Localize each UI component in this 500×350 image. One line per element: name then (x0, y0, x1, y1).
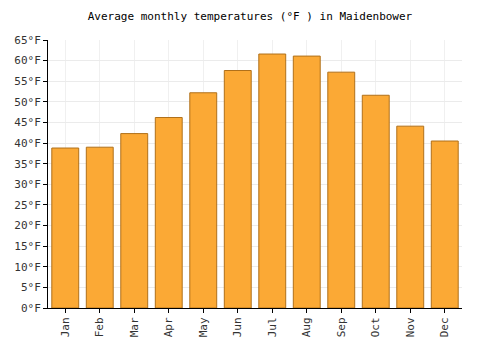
svg-text:45°F: 45°F (14, 116, 41, 129)
svg-text:Oct: Oct (369, 317, 382, 337)
svg-text:10°F: 10°F (14, 261, 41, 274)
svg-text:65°F: 65°F (14, 34, 41, 47)
svg-text:Apr: Apr (162, 317, 175, 337)
svg-text:30°F: 30°F (14, 178, 41, 191)
svg-text:20°F: 20°F (14, 219, 41, 232)
svg-text:Feb: Feb (93, 317, 106, 337)
svg-text:0°F: 0°F (21, 302, 41, 315)
svg-text:5°F: 5°F (21, 281, 41, 294)
svg-text:Jan: Jan (59, 317, 72, 337)
svg-text:Nov: Nov (404, 317, 417, 337)
svg-text:35°F: 35°F (14, 158, 41, 171)
svg-text:Dec: Dec (438, 317, 451, 337)
svg-text:May: May (197, 317, 210, 337)
svg-text:50°F: 50°F (14, 96, 41, 109)
svg-text:Jun: Jun (231, 317, 244, 337)
svg-text:Jul: Jul (266, 317, 279, 337)
svg-text:Mar: Mar (128, 317, 141, 337)
svg-text:Aug: Aug (300, 317, 313, 337)
svg-text:60°F: 60°F (14, 54, 41, 67)
svg-text:Average monthly temperatures (: Average monthly temperatures (°F ) in Ma… (88, 10, 413, 23)
svg-text:40°F: 40°F (14, 137, 41, 150)
svg-text:Sep: Sep (335, 317, 348, 337)
svg-text:55°F: 55°F (14, 75, 41, 88)
svg-text:15°F: 15°F (14, 240, 41, 253)
svg-text:25°F: 25°F (14, 199, 41, 212)
